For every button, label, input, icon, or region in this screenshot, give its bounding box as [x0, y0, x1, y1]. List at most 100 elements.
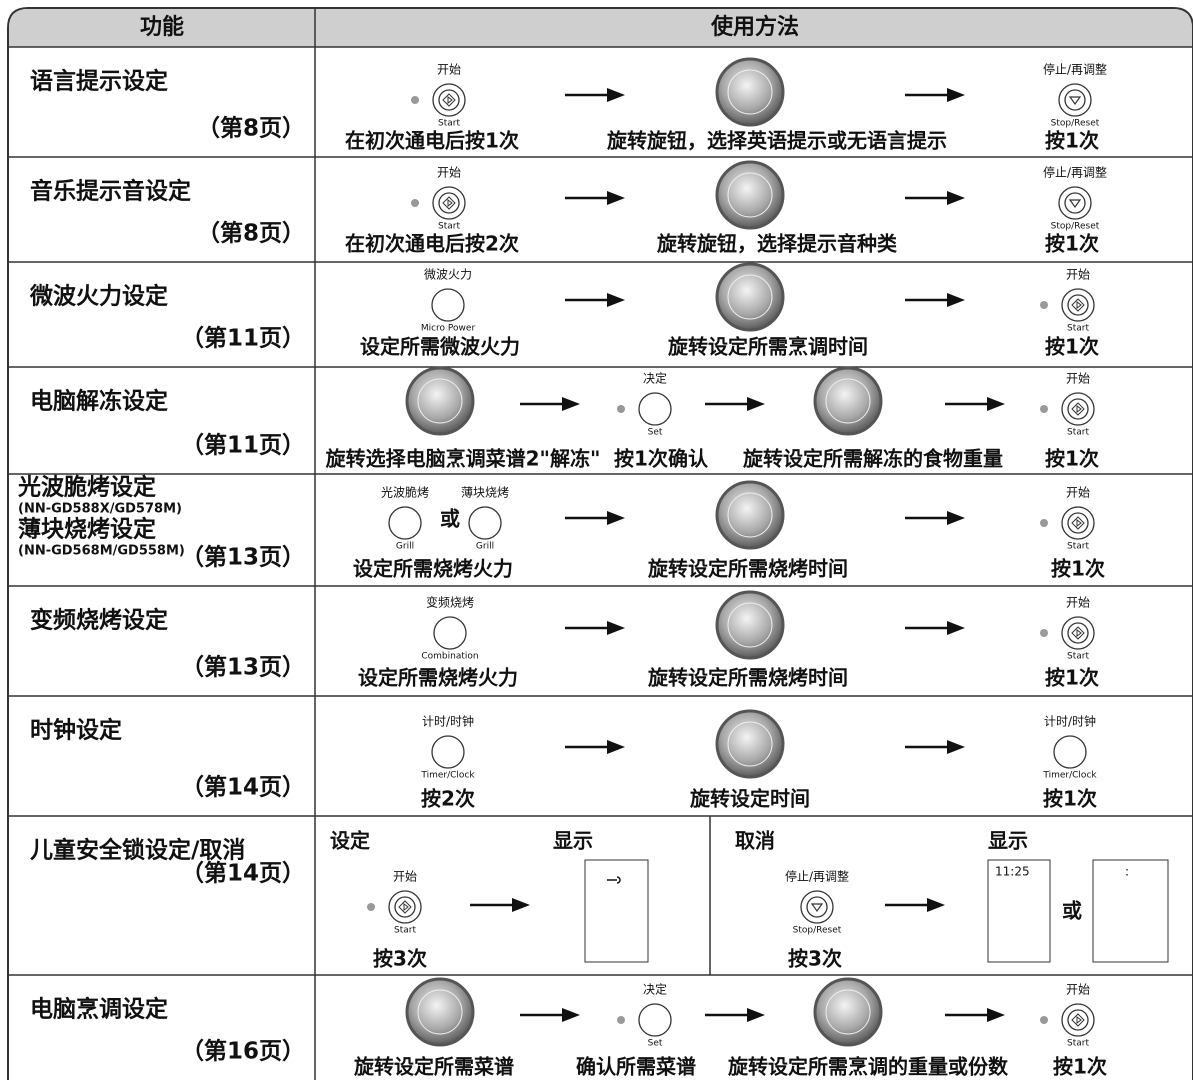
- header-bg: [9, 9, 1192, 47]
- step-caption: 按1次: [1045, 666, 1099, 690]
- step-caption: 按1次: [1045, 335, 1099, 359]
- button: [1058, 186, 1092, 220]
- function-name: 语言提示设定: [30, 68, 168, 95]
- button-sublabel: Start: [438, 222, 460, 232]
- indicator-dot: [1040, 629, 1048, 637]
- function-name: 电脑烹调设定: [30, 996, 168, 1023]
- step-caption: 旋转设定所需菜谱: [353, 1055, 514, 1079]
- button-sublabel: Grill: [476, 542, 494, 552]
- button-label: 停止/再调整: [785, 869, 849, 884]
- button-label: 开始: [1066, 486, 1090, 500]
- button: [431, 735, 465, 769]
- step-caption: 旋转设定所需解冻的食物重量: [742, 447, 1003, 471]
- knob-center: [417, 989, 463, 1035]
- page-ref: （第11页）: [181, 432, 305, 459]
- button-label: 光波脆烤: [381, 485, 429, 500]
- button-sublabel: Start: [438, 119, 460, 129]
- function-name: 光波脆烤设定: [17, 474, 156, 501]
- button-ring: [1067, 1009, 1089, 1031]
- arrow-head: [607, 511, 625, 525]
- arrow-head: [927, 898, 945, 912]
- step-caption: 在初次通电后按1次: [345, 129, 519, 153]
- button: [1053, 735, 1087, 769]
- start-icon: [1071, 1013, 1085, 1027]
- button-label: 开始: [393, 870, 417, 884]
- display: [584, 859, 649, 963]
- step-caption: 按3次: [373, 947, 427, 971]
- button-ring: [1067, 512, 1089, 534]
- function-name: 薄块烧烤设定: [18, 516, 156, 543]
- sub-heading: 显示: [988, 829, 1028, 853]
- arrow-head: [947, 740, 965, 754]
- button-label: 停止/再调整: [1043, 62, 1107, 77]
- button-sublabel: Start: [1067, 652, 1089, 662]
- arrow-head: [562, 1008, 580, 1022]
- step-caption: 设定所需烧烤火力: [358, 666, 518, 690]
- arrow-head: [947, 511, 965, 525]
- button-ring: [1064, 89, 1086, 111]
- knob: [405, 366, 475, 436]
- button: [1061, 1003, 1095, 1037]
- button-sublabel: Timer/Clock: [1042, 771, 1097, 781]
- function-name: 电脑解冻设定: [30, 388, 168, 415]
- sub-heading: 设定: [330, 829, 370, 853]
- button-label: 计时/时钟: [422, 714, 474, 729]
- button-ring: [1064, 192, 1086, 214]
- knob: [715, 480, 785, 550]
- knob-center: [727, 721, 773, 767]
- button-label: 计时/时钟: [1044, 714, 1096, 729]
- knob-center: [825, 989, 871, 1035]
- button: [432, 186, 466, 220]
- arrow-head: [512, 898, 530, 912]
- display: [1092, 859, 1169, 963]
- indicator-dot: [1040, 405, 1048, 413]
- page-ref: （第11页）: [181, 325, 305, 352]
- button: [1061, 288, 1095, 322]
- indicator-dot: [1040, 1016, 1048, 1024]
- button-sublabel: Micro Power: [421, 324, 476, 334]
- page-ref: （第13页）: [181, 654, 305, 681]
- indicator-dot: [367, 903, 375, 911]
- button: [432, 83, 466, 117]
- knob-center: [825, 378, 871, 424]
- knob-center: [727, 172, 773, 218]
- indicator-dot: [411, 199, 419, 207]
- page-ref: （第16页）: [181, 1038, 305, 1065]
- button-ring: [806, 896, 828, 918]
- button-ring: [394, 896, 416, 918]
- arrow-head: [747, 397, 765, 411]
- step-caption: 旋转设定时间: [689, 787, 810, 811]
- button-sublabel: Set: [648, 428, 663, 438]
- indicator-dot: [617, 1016, 625, 1024]
- button-label: 开始: [1066, 983, 1090, 997]
- button: [433, 616, 467, 650]
- arrow-head: [607, 621, 625, 635]
- sub-heading: 显示: [553, 829, 593, 853]
- button-label: 开始: [1066, 372, 1090, 386]
- step-caption: 按1次: [1053, 1055, 1107, 1079]
- button-sublabel: Stop/Reset: [1051, 119, 1100, 129]
- header-function: 功能: [140, 14, 184, 40]
- page-ref: （第14页）: [181, 774, 305, 801]
- button-sublabel: Start: [1067, 428, 1089, 438]
- step-caption: 旋转设定所需烹调时间: [667, 335, 868, 359]
- button-label: 变频烧烤: [426, 595, 474, 610]
- button-sublabel: Start: [1067, 542, 1089, 552]
- button-ring: [438, 192, 460, 214]
- start-icon: [1071, 626, 1085, 640]
- knob: [715, 160, 785, 230]
- knob: [715, 709, 785, 779]
- start-icon: [1071, 298, 1085, 312]
- function-name: 音乐提示音设定: [30, 178, 191, 205]
- step-caption: 设定所需烧烤火力: [353, 557, 513, 581]
- button-label: 薄块烧烤: [461, 485, 509, 500]
- step-caption: 旋转设定所需烧烤时间: [647, 666, 848, 690]
- step-caption: 旋转旋钮，选择提示音种类: [656, 232, 897, 256]
- button-sublabel: Stop/Reset: [793, 926, 842, 936]
- button: [638, 392, 672, 426]
- knob: [715, 262, 785, 332]
- start-icon: [442, 93, 456, 107]
- button-ring: [1067, 398, 1089, 420]
- knob-center: [727, 602, 773, 648]
